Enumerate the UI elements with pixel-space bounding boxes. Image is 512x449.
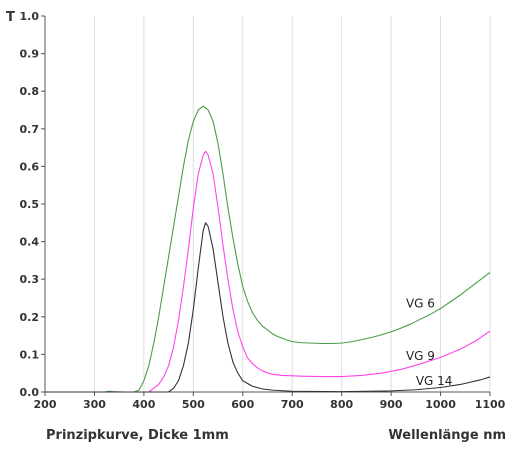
y-tick-label: 0.1 bbox=[20, 348, 40, 361]
x-tick-label: 300 bbox=[83, 398, 106, 411]
x-axis-title: Wellenlänge nm bbox=[388, 428, 506, 443]
chart-axes bbox=[41, 15, 491, 396]
series-line-vg-9 bbox=[45, 150, 491, 393]
y-tick-label: 0.5 bbox=[20, 198, 40, 211]
chart-caption: Prinzipkurve, Dicke 1mm bbox=[46, 428, 229, 443]
x-tick-label: 800 bbox=[330, 398, 353, 411]
y-tick-label: 0.9 bbox=[20, 48, 40, 61]
x-tick-label: 1000 bbox=[425, 398, 456, 411]
x-tick-label: 500 bbox=[182, 398, 205, 411]
x-tick-label: 900 bbox=[380, 398, 403, 411]
x-tick-label: 1100 bbox=[475, 398, 506, 411]
series-label-vg-6: VG 6 bbox=[406, 296, 435, 310]
y-tick-label: 0.6 bbox=[20, 160, 40, 173]
series-line-vg-6 bbox=[45, 105, 491, 393]
y-tick-label: 0.2 bbox=[20, 311, 40, 324]
chart-series bbox=[45, 105, 491, 393]
y-tick-label: 0.0 bbox=[20, 386, 40, 399]
y-axis-title: T bbox=[6, 10, 15, 25]
grid-lines bbox=[93, 16, 491, 392]
x-tick-label: 200 bbox=[34, 398, 57, 411]
series-label-vg-9: VG 9 bbox=[406, 349, 435, 363]
x-tick-label: 700 bbox=[281, 398, 304, 411]
tick-labels: 0.0 0.1 0.2 0.3 0.4 0.5 0.6 0.7 0.8 0.9 1.0 200 300 4… bbox=[6, 10, 506, 411]
y-tick-label: 0.8 bbox=[20, 85, 40, 98]
x-tick-label: 400 bbox=[132, 398, 155, 411]
series-line-vg-14 bbox=[45, 222, 491, 393]
y-tick-label: 1.0 bbox=[20, 10, 40, 23]
series-labels: VG 6 VG 9 VG 14 bbox=[406, 296, 452, 388]
x-tick-label: 600 bbox=[231, 398, 254, 411]
y-tick-label: 0.4 bbox=[20, 236, 40, 249]
y-tick-label: 0.7 bbox=[20, 123, 40, 136]
series-label-vg-14: VG 14 bbox=[416, 374, 453, 388]
y-tick-label: 0.3 bbox=[20, 273, 40, 286]
